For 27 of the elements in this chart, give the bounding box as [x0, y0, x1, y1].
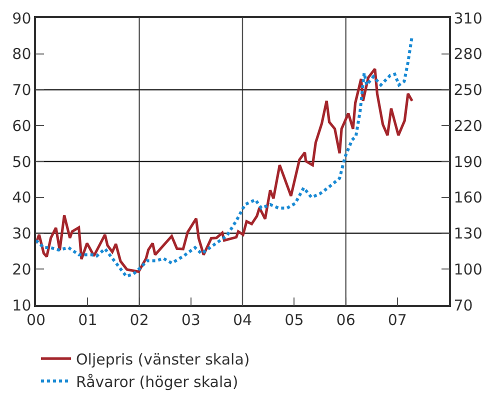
y-tick-label: 90: [12, 9, 32, 28]
y-tick-label: 50: [12, 152, 32, 171]
y2-tick-label: 70: [454, 296, 473, 314]
x-tick-label: 01: [78, 310, 98, 329]
y2-tick-label: 280: [454, 45, 482, 64]
y-tick-label: 80: [12, 45, 32, 64]
y2-tick-label: 190: [454, 152, 482, 171]
y-tick-label: 70: [12, 81, 32, 99]
y-tick-label: 20: [12, 260, 32, 278]
y-tick-label: 40: [12, 188, 32, 207]
y-tick-label: 30: [12, 224, 32, 242]
x-tick-label: 05: [284, 310, 304, 329]
x-tick-label: 04: [232, 310, 252, 329]
x-tick-label: 03: [181, 310, 200, 329]
x-tick-label: 07: [388, 310, 407, 329]
y2-tick-label: 130: [454, 224, 482, 242]
y2-tick-label: 220: [454, 116, 482, 135]
x-tick-label: 02: [130, 310, 149, 329]
y2-tick-label: 310: [454, 9, 482, 28]
y2-tick-label: 100: [454, 260, 482, 278]
line-series: [36, 68, 414, 273]
y2-tick-label: 250: [454, 81, 482, 99]
legend-label: Oljepris (vänster skala): [76, 350, 250, 368]
legend-label: Råvaror (höger skala): [76, 372, 238, 391]
y2-tick-label: 160: [454, 188, 482, 207]
y-tick-label: 60: [12, 116, 32, 135]
x-tick-label: 06: [336, 310, 356, 329]
